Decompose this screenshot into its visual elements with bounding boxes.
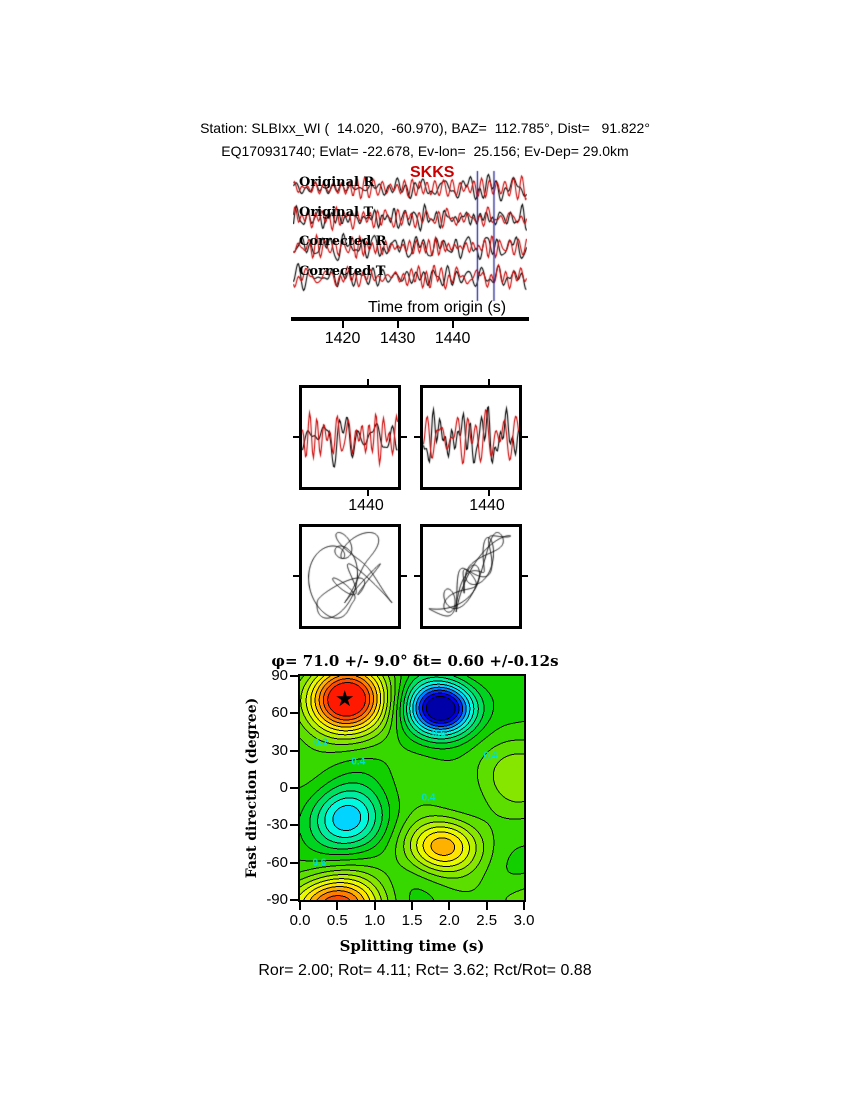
fast-direction-tick [290, 861, 298, 864]
trace-label-corrected-t: Corrected T [299, 264, 386, 279]
fast-direction-tick-label: 60 [271, 704, 288, 722]
header-event-line: EQ170931740; Evlat= -22.678, Ev-lon= 25.… [221, 143, 629, 159]
time-axis-tick-label: 1440 [434, 330, 471, 347]
fast-direction-tick [290, 824, 298, 827]
fast-direction-tick [290, 749, 298, 752]
window-tick-label-right: 1440 [469, 497, 505, 514]
axis-tick [414, 575, 420, 577]
axis-tick [367, 490, 369, 496]
particle-box-right [414, 524, 528, 629]
splitting-time-tick [448, 902, 451, 910]
particle-motion-canvas-left [302, 527, 398, 626]
splitting-time-tick [411, 902, 413, 910]
footer-stats: Ror= 2.00; Rot= 4.11; Rct= 3.62; Rct/Rot… [258, 962, 592, 979]
axis-tick [522, 575, 528, 577]
axis-tick [293, 575, 299, 577]
window-waveform-canvas-right [423, 388, 519, 487]
splitting-time-tick-label: 2.5 [476, 912, 498, 929]
contour-value-label: 0.4 [421, 792, 436, 804]
splitting-time-tick-label: 2.0 [438, 912, 460, 929]
time-axis-tick-label: 1430 [379, 330, 416, 347]
header-station-line: Station: SLBIxx_WI ( 14.020, -60.970), B… [200, 120, 650, 136]
window-waveform-canvas-left [302, 388, 398, 487]
fast-direction-tick [290, 787, 298, 789]
splitting-time-tick-label: 1.0 [364, 912, 386, 929]
axis-tick [401, 575, 407, 577]
misfit-map-title: φ= 71.0 +/- 9.0° δt= 0.60 +/-0.12s [271, 652, 559, 670]
time-axis-tick-label: 1420 [324, 330, 361, 347]
contour-value-label: 0.2 [313, 737, 328, 749]
phase-label-skks: SKKS [410, 164, 455, 181]
window-box-right [414, 379, 528, 496]
splitting-time-tick-label: 3.0 [513, 912, 535, 929]
contour-value-label: 0.6 [431, 728, 446, 740]
window-box-left [293, 379, 407, 496]
time-axis-label: Time from origin (s) [367, 299, 507, 316]
trace-label-original-r: Original R [299, 175, 375, 190]
fast-direction-tick-label: 0 [279, 779, 288, 796]
fast-direction-tick-label: -90 [266, 891, 288, 908]
particle-motion-canvas-right [423, 527, 519, 626]
axis-tick [522, 436, 528, 438]
time-axis-tick [341, 321, 344, 328]
axis-tick [401, 436, 407, 438]
splitting-time-tick [373, 902, 376, 910]
window-tick-label-left: 1440 [348, 497, 384, 514]
contour-value-label: 0.6 [312, 857, 327, 869]
contour-value-label: 0.4 [483, 750, 498, 762]
fast-direction-tick [290, 899, 298, 901]
trace-label-original-t: Original T [299, 205, 374, 220]
splitting-time-tick-label: 0.0 [289, 912, 311, 929]
axis-tick [488, 379, 490, 385]
splitting-time-tick [299, 902, 301, 910]
seismogram-canvas [293, 165, 527, 307]
fast-direction-tick-label: -60 [266, 853, 288, 871]
axis-tick [367, 379, 369, 385]
splitting-time-tick [523, 902, 525, 910]
particle-box-left [293, 524, 407, 629]
time-axis-bar [291, 317, 529, 321]
splitting-time-tick [485, 902, 488, 910]
misfit-map-canvas [300, 676, 524, 900]
contour-value-label: 0.4 [351, 756, 366, 768]
fast-direction-tick [290, 675, 298, 677]
axis-tick [488, 490, 490, 496]
fast-direction-tick [290, 712, 298, 715]
misfit-map-frame: ★ 0.2 0.4 0.6 0.4 0.4 0.6 [298, 674, 526, 902]
best-solution-star-icon: ★ [334, 685, 355, 711]
trace-label-corrected-r: Corrected R [299, 234, 387, 249]
splitting-time-tick [336, 902, 339, 910]
axis-tick [293, 436, 299, 438]
fast-direction-tick-label: -30 [266, 816, 288, 834]
fast-direction-tick-label: 90 [271, 667, 288, 684]
fast-direction-tick-label: 30 [271, 741, 288, 759]
splitting-time-tick-label: 1.5 [401, 912, 423, 929]
splitting-time-axis-label: Splitting time (s) [339, 937, 485, 955]
time-axis-tick [396, 321, 399, 328]
time-axis-tick [451, 321, 454, 328]
splitting-time-tick-label: 0.5 [326, 912, 348, 929]
axis-tick [414, 436, 420, 438]
